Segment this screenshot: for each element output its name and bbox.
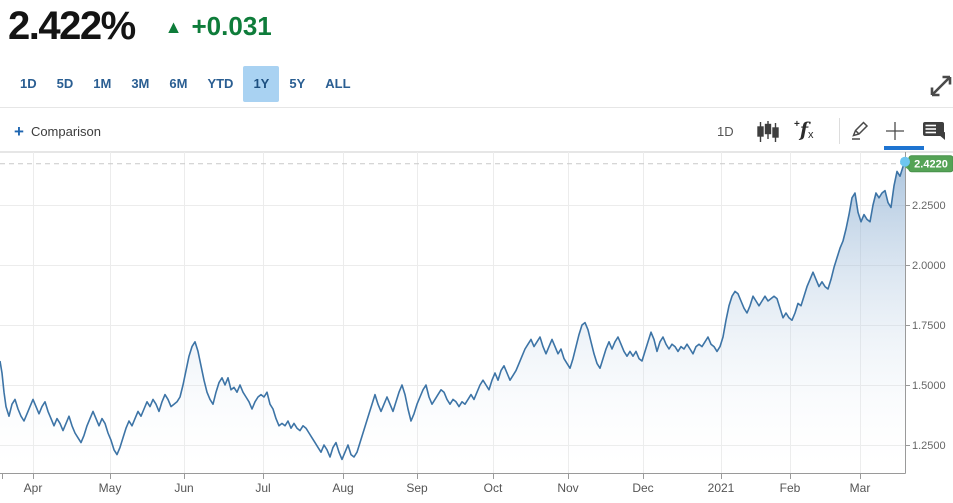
svg-text:1.2500: 1.2500 — [912, 440, 946, 452]
svg-text:1.7500: 1.7500 — [912, 320, 946, 332]
svg-text:Dec: Dec — [632, 481, 653, 495]
tab-5y[interactable]: 5Y — [289, 76, 306, 91]
news-notes-icon[interactable] — [922, 121, 948, 146]
tab-1d[interactable]: 1D — [20, 76, 37, 91]
comparison-button[interactable]: + Comparison — [14, 120, 101, 142]
pencil-draw-icon[interactable] — [850, 120, 872, 147]
tab-6m[interactable]: 6M — [169, 76, 188, 91]
tab-ytd[interactable]: YTD — [207, 76, 234, 91]
svg-text:2.4220: 2.4220 — [914, 159, 948, 171]
svg-text:Sep: Sep — [406, 481, 428, 495]
svg-text:2021: 2021 — [708, 481, 735, 495]
chart-top-divider — [0, 151, 953, 152]
svg-text:Mar: Mar — [850, 481, 871, 495]
tab-3m[interactable]: 3M — [131, 76, 150, 91]
svg-text:Aug: Aug — [332, 481, 353, 495]
tabs-divider — [0, 107, 953, 108]
svg-text:Oct: Oct — [484, 481, 503, 495]
change-value: +0.031 — [191, 10, 272, 41]
range-tabs: 1D 5D 1M 3M 6M YTD 1Y 5Y ALL — [10, 66, 361, 102]
interval-button[interactable]: 1D — [717, 124, 734, 139]
current-yield-value: 2.422% — [8, 3, 136, 48]
plus-annotation-icon[interactable] — [884, 120, 906, 147]
svg-text:1.5000: 1.5000 — [912, 380, 946, 392]
yield-area-chart[interactable]: Apr May Jun Jul Aug Sep Oct Nov Dec 2021 Feb Mar 2.2… — [0, 152, 953, 498]
svg-text:Feb: Feb — [780, 481, 801, 495]
collapse-expand-icon[interactable] — [923, 70, 953, 109]
candlestick-icon[interactable] — [756, 121, 780, 148]
up-arrow-icon: ▲ — [164, 16, 183, 37]
plus-icon: + — [14, 121, 24, 141]
tab-all[interactable]: ALL — [325, 76, 351, 91]
tab-1m[interactable]: 1M — [93, 76, 112, 91]
svg-text:Jul: Jul — [255, 481, 270, 495]
svg-text:2.2500: 2.2500 — [912, 200, 946, 212]
svg-text:Nov: Nov — [557, 481, 578, 495]
comparison-label: Comparison — [30, 123, 102, 139]
svg-text:May: May — [99, 481, 122, 495]
svg-text:Jun: Jun — [174, 481, 193, 495]
chart-area[interactable]: Apr May Jun Jul Aug Sep Oct Nov Dec 2021 Feb Mar 2.2… — [0, 152, 953, 498]
toolbar-divider — [839, 118, 840, 144]
svg-text:Apr: Apr — [24, 481, 43, 495]
svg-text:2.0000: 2.0000 — [912, 260, 946, 272]
tab-1y[interactable]: 1Y — [243, 66, 280, 102]
fx-indicators-icon[interactable]: +fx — [794, 119, 814, 141]
active-tool-indicator — [884, 146, 924, 150]
quote-header: 2.422% ▲ +0.031 — [8, 0, 272, 52]
tab-5d[interactable]: 5D — [56, 76, 74, 91]
